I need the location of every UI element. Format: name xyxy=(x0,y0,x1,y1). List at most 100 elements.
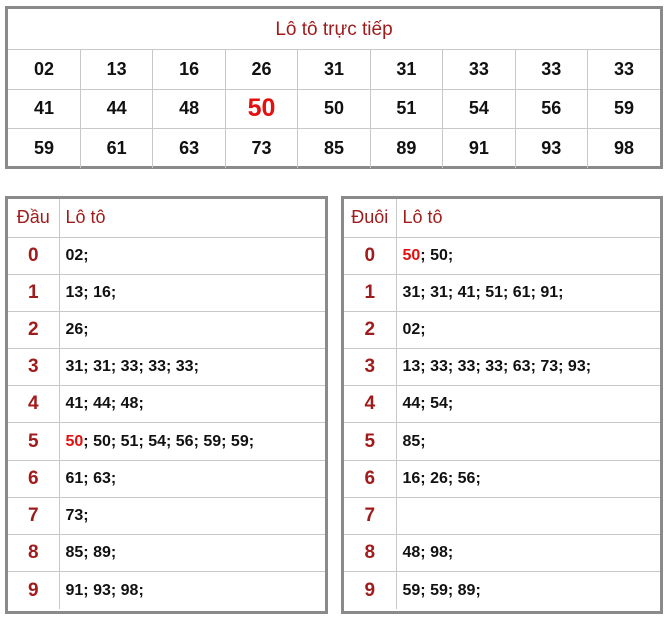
duoi-key: 1 xyxy=(344,274,397,312)
number-cell: 26 xyxy=(225,50,299,90)
duoi-row: 3 13; 33; 33; 33; 63; 73; 93; xyxy=(344,348,660,387)
dau-key: 8 xyxy=(8,534,60,573)
duoi-number-list: 31; 31; 41; 51; 61; 91; xyxy=(402,283,564,301)
number-cell: 13 xyxy=(80,50,154,90)
dau-table-panel: Đầu Lô tô 0 02; 1 13; 16; 2 26; 3 31; 31; 33; 3… xyxy=(5,196,328,614)
dau-values: 26; xyxy=(59,311,325,350)
number-cell: 93 xyxy=(515,128,589,168)
dau-number-list: 02; xyxy=(65,246,89,264)
duoi-number-list: 59; 59; 89; xyxy=(402,581,481,599)
duoi-row: 0 50; 50; xyxy=(344,237,660,275)
duoi-key-header: Đuôi xyxy=(344,199,397,238)
dau-row: 1 13; 16; xyxy=(8,274,325,312)
number-cell: 51 xyxy=(370,89,444,130)
duoi-key: 0 xyxy=(344,237,397,275)
number-cell: 44 xyxy=(80,89,154,130)
dau-key: 1 xyxy=(8,274,60,312)
dau-number-list: 26; xyxy=(65,320,89,338)
numbers-row: 41 44 48 50 50 51 54 56 59 xyxy=(8,89,660,130)
duoi-key: 7 xyxy=(344,497,397,536)
duoi-number-list: 02; xyxy=(402,320,426,338)
numbers-row: 59 61 63 73 85 89 91 93 98 xyxy=(8,128,660,168)
dau-row: 6 61; 63; xyxy=(8,460,325,498)
dau-number-list: ; 50; 51; 54; 56; 59; 59; xyxy=(83,432,255,450)
number-cell: 98 xyxy=(613,137,635,158)
duoi-key: 5 xyxy=(344,422,397,461)
dau-key: 0 xyxy=(8,237,60,275)
number-cell: 41 xyxy=(8,89,81,130)
duoi-key: 4 xyxy=(344,385,397,424)
duoi-values: 13; 33; 33; 33; 63; 73; 93; xyxy=(396,348,660,387)
dau-key: 4 xyxy=(8,385,60,424)
duoi-row: 2 02; xyxy=(344,311,660,350)
numbers-grid: 02 13 16 26 31 31 33 33 33 41 44 48 50 50 51 54 56 59 59 61… xyxy=(8,50,660,168)
dau-values: 91; 93; 98; xyxy=(59,572,325,609)
duoi-values: 48; 98; xyxy=(396,534,660,573)
number-cell: 85 xyxy=(297,128,371,168)
duoi-highlight-number: 50 xyxy=(402,246,421,264)
dau-row: 3 31; 31; 33; 33; 33; xyxy=(8,348,325,387)
dau-row: 9 91; 93; 98; xyxy=(8,571,325,609)
number-cell: 50 xyxy=(225,89,299,130)
dau-row: 4 41; 44; 48; xyxy=(8,385,325,424)
dau-highlight-number: 50 xyxy=(65,432,84,450)
dau-key: 9 xyxy=(8,571,60,609)
dau-value-header: Lô tô xyxy=(59,199,325,238)
duoi-key: 6 xyxy=(344,460,397,498)
number-cell: 59 xyxy=(587,89,660,130)
number-cell: 02 xyxy=(8,50,81,90)
duoi-values: 50; 50; xyxy=(396,237,660,275)
duoi-number-list: 44; 54; xyxy=(402,395,454,413)
dau-row: 0 02; xyxy=(8,237,325,275)
duoi-number-list: 48; 98; xyxy=(402,544,454,562)
number-cell: 48 xyxy=(152,89,226,130)
duoi-values: 44; 54; xyxy=(396,385,660,424)
duoi-table-panel: Đuôi Lô tô 0 50; 50; 1 31; 31; 41; 51; 61; … xyxy=(341,196,663,614)
number-cell: 89 xyxy=(370,128,444,168)
dau-key: 3 xyxy=(8,348,60,387)
dau-values: 41; 44; 48; xyxy=(59,385,325,424)
dau-number-list: 85; 89; xyxy=(65,544,117,562)
number-cell: 33 xyxy=(442,50,516,90)
dau-key: 2 xyxy=(8,311,60,350)
duoi-row: 9 59; 59; 89; xyxy=(344,571,660,609)
dau-number-list: 31; 31; 33; 33; 33; xyxy=(65,358,199,376)
panel-title: Lô tô trực tiếp xyxy=(8,9,660,50)
number-cell: 33 xyxy=(587,50,660,90)
duoi-key: 2 xyxy=(344,311,397,350)
dau-number-list: 91; 93; 98; xyxy=(65,581,144,599)
dau-values: 85; 89; xyxy=(59,534,325,573)
number-cell: 16 xyxy=(152,50,226,90)
dau-number-list: 61; 63; xyxy=(65,469,117,487)
duoi-number-list: 85; xyxy=(402,432,426,450)
dau-values: 50; 50; 51; 54; 56; 59; 59; xyxy=(59,422,325,461)
duoi-values: 31; 31; 41; 51; 61; 91; xyxy=(396,274,660,312)
duoi-table: Đuôi Lô tô 0 50; 50; 1 31; 31; 41; 51; 61; … xyxy=(344,199,660,609)
dau-number-list: 41; 44; 48; xyxy=(65,395,144,413)
number-cell: 56 xyxy=(515,89,589,130)
duoi-key: 9 xyxy=(344,571,397,609)
duoi-row: 8 48; 98; xyxy=(344,534,660,573)
duoi-key: 3 xyxy=(344,348,397,387)
duoi-values: 85; xyxy=(396,422,660,461)
dau-table: Đầu Lô tô 0 02; 1 13; 16; 2 26; 3 31; 31; 33; 3… xyxy=(8,199,325,609)
duoi-number-list: ; 50; xyxy=(420,246,454,264)
live-lottery-panel: Lô tô trực tiếp 02 13 16 26 31 31 33 33 33 41 44 48… xyxy=(5,6,663,169)
dau-values: 61; 63; xyxy=(59,460,325,498)
dau-row: 2 26; xyxy=(8,311,325,350)
dau-number-list: 13; 16; xyxy=(65,283,117,301)
dau-values: 02; xyxy=(59,237,325,275)
dau-row: 7 73; xyxy=(8,497,325,536)
number-cell: 63 xyxy=(152,128,226,168)
numbers-row: 02 13 16 26 31 31 33 33 33 xyxy=(8,50,660,90)
dau-key: 6 xyxy=(8,460,60,498)
dau-number-list: 73; xyxy=(65,506,89,524)
duoi-row: 5 85; xyxy=(344,422,660,461)
duoi-row: 6 16; 26; 56; xyxy=(344,460,660,498)
duoi-values: 16; 26; 56; xyxy=(396,460,660,498)
dau-row: 5 50; 50; 51; 54; 56; 59; 59; xyxy=(8,422,325,461)
duoi-value-header: Lô tô xyxy=(396,199,660,238)
duoi-values: 02; xyxy=(396,311,660,350)
duoi-number-list: 13; 33; 33; 33; 63; 73; 93; xyxy=(402,358,592,376)
number-cell: 31 xyxy=(297,50,371,90)
